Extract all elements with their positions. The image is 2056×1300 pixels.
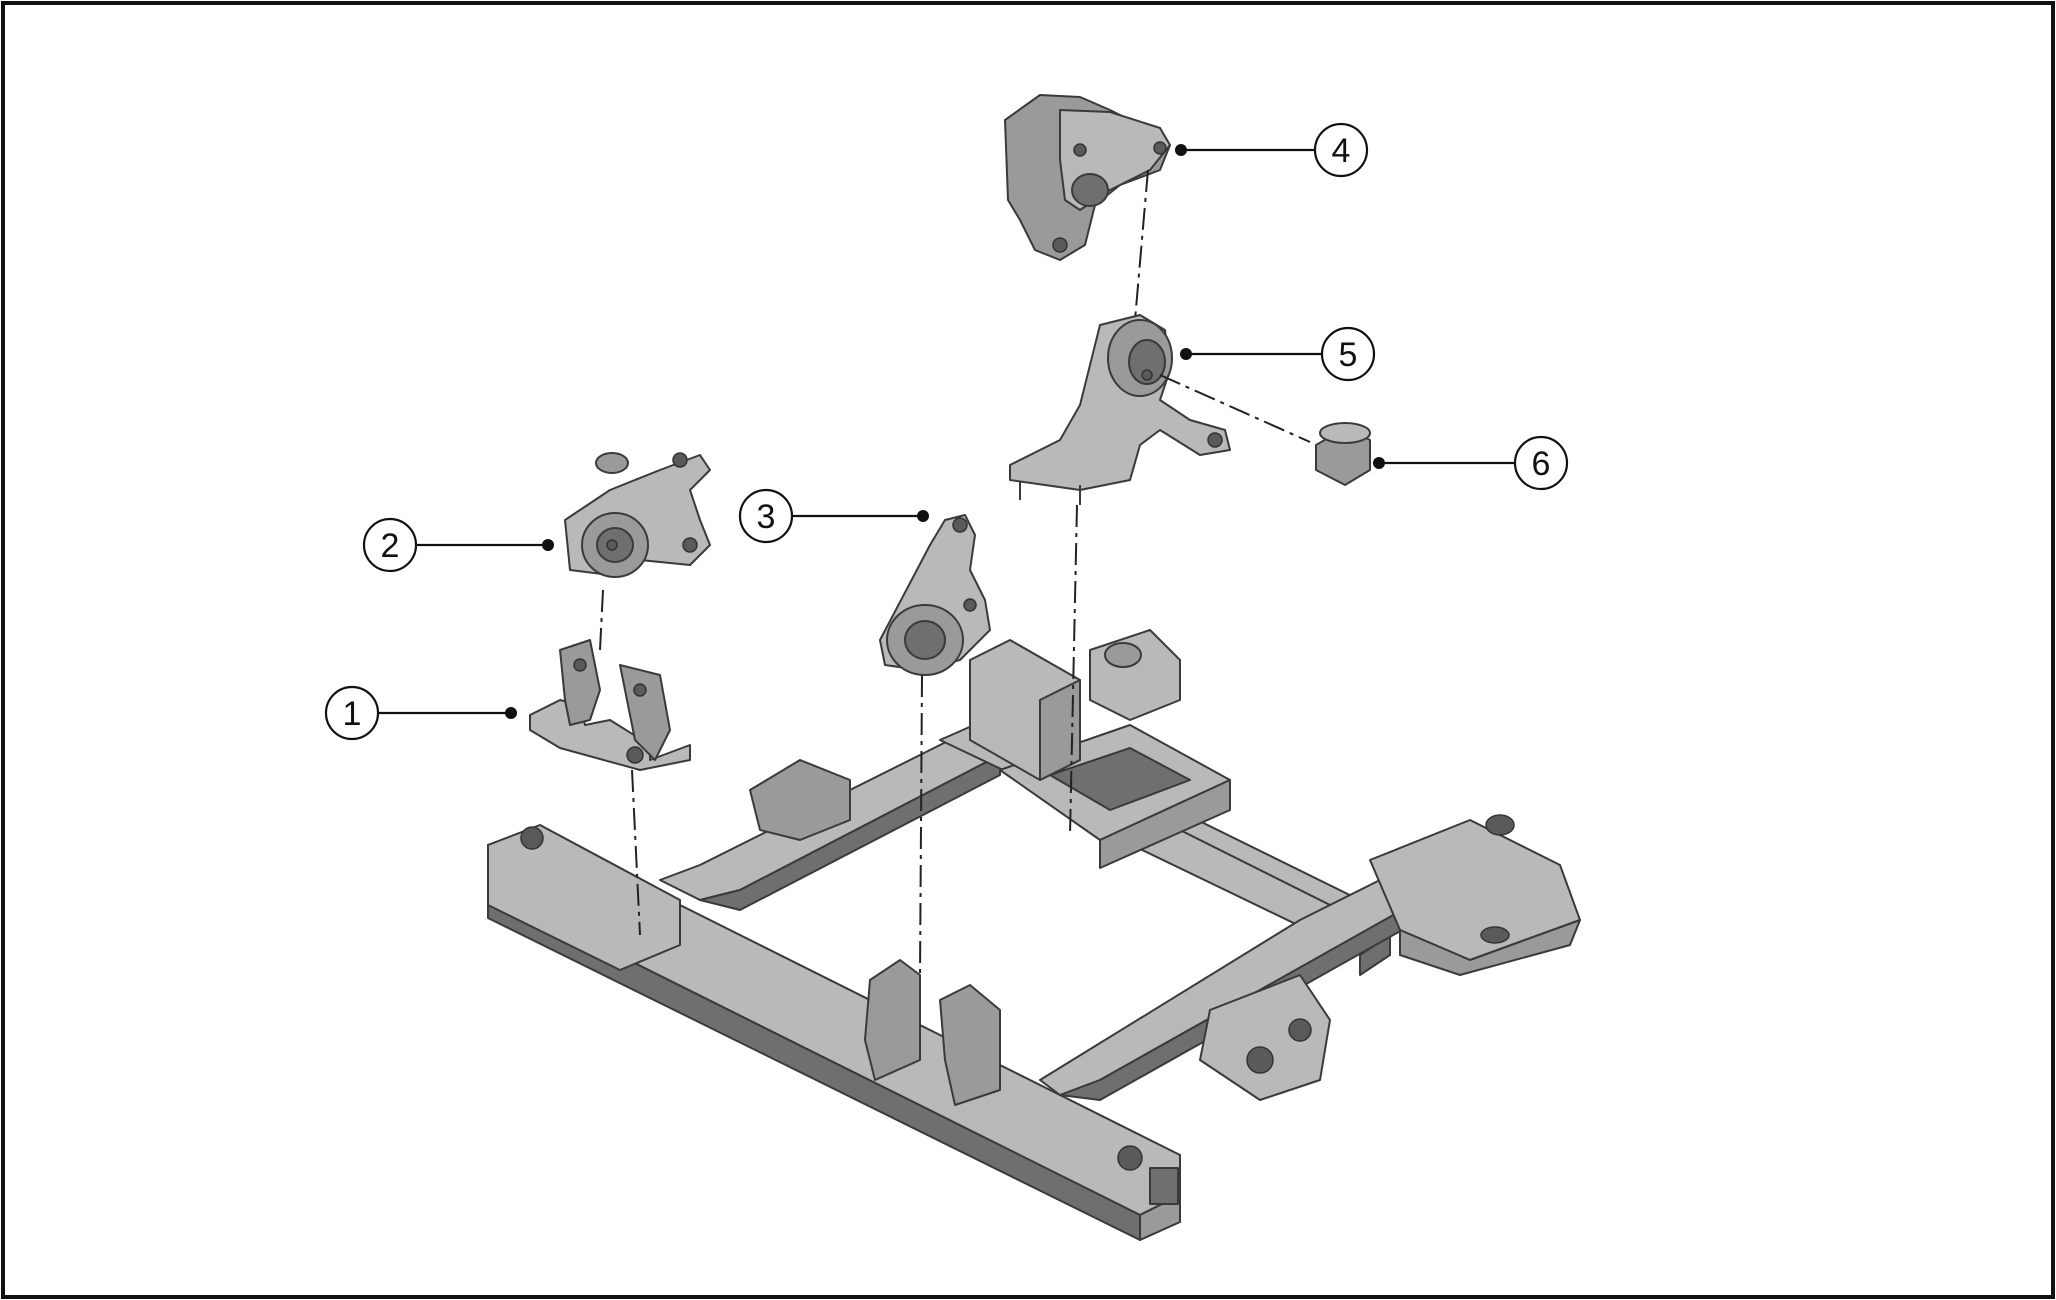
callout-label: 2 (381, 527, 400, 565)
part-6-bushing (1315, 422, 1371, 486)
callout-label: 6 (1532, 445, 1551, 483)
callout-3: 3 (738, 488, 929, 544)
square-tube-end (1149, 1167, 1179, 1205)
part-5-main-mount (1009, 314, 1231, 505)
callout-label: 3 (757, 498, 776, 536)
callout-5: 5 (1180, 326, 1376, 382)
callout-label: 1 (343, 695, 362, 733)
subframe (487, 629, 1581, 1241)
bolt-hole (520, 826, 544, 850)
part-1-mount-bracket (529, 639, 691, 771)
callout-label: 4 (1332, 132, 1351, 170)
part-3-torque-mount (879, 514, 991, 676)
callout-6: 6 (1373, 435, 1569, 491)
part-4-upper-bracket (1004, 94, 1171, 261)
callout-label: 5 (1339, 336, 1358, 374)
callout-4: 4 (1175, 122, 1369, 178)
callout-2: 2 (362, 517, 554, 573)
callout-1: 1 (324, 685, 517, 741)
part-2-engine-mount (564, 452, 711, 578)
front-center-bracket (864, 959, 921, 1081)
assembly-center-lines (599, 169, 1311, 976)
